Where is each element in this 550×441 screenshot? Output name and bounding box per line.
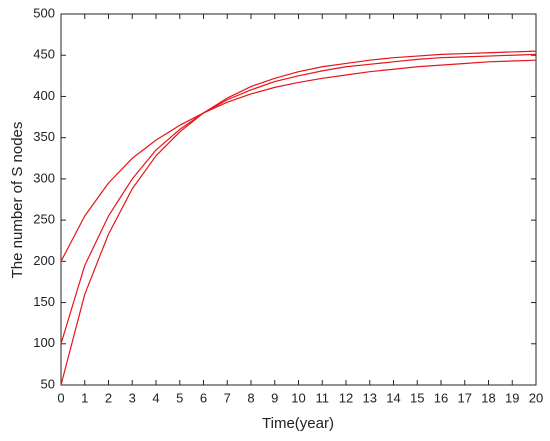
x-tick-label: 14 [386,390,400,405]
x-tick-label: 0 [57,390,64,405]
y-tick-label: 350 [33,129,55,144]
x-tick-label: 4 [152,390,159,405]
line-series [60,59,537,262]
x-tick-label: 20 [529,390,543,405]
x-tick-label: 7 [224,390,231,405]
y-tick-label: 250 [33,212,55,227]
y-tick-label: 500 [33,5,55,20]
line-series [60,53,537,344]
x-tick-label: 2 [105,390,112,405]
x-axis-label: Time(year) [262,415,334,432]
y-tick-label: 200 [33,253,55,268]
x-tick-label: 8 [247,390,254,405]
x-tick-label: 19 [505,390,519,405]
y-tick-label: 300 [33,170,55,185]
y-tick-label: 150 [33,294,55,309]
x-tick-label: 6 [200,390,207,405]
x-tick-label: 16 [434,390,448,405]
y-tick-label: 450 [33,47,55,62]
line-series [60,50,537,386]
x-tick-label: 15 [410,390,424,405]
x-tick-label: 5 [176,390,183,405]
x-tick-label: 10 [291,390,305,405]
y-tick-label: 50 [41,376,55,391]
x-tick-label: 13 [363,390,377,405]
x-tick-label: 18 [481,390,495,405]
y-tick-label: 400 [33,88,55,103]
x-tick-label: 17 [458,390,472,405]
x-tick-label: 3 [129,390,136,405]
x-tick-label: 12 [339,390,353,405]
x-tick-label: 11 [316,390,330,405]
x-tick-label: 9 [271,390,278,405]
y-axis-label: The number of S nodes [9,122,26,279]
x-tick-label: 1 [81,390,88,405]
plot-frame [60,13,537,386]
y-tick-label: 100 [33,335,55,350]
